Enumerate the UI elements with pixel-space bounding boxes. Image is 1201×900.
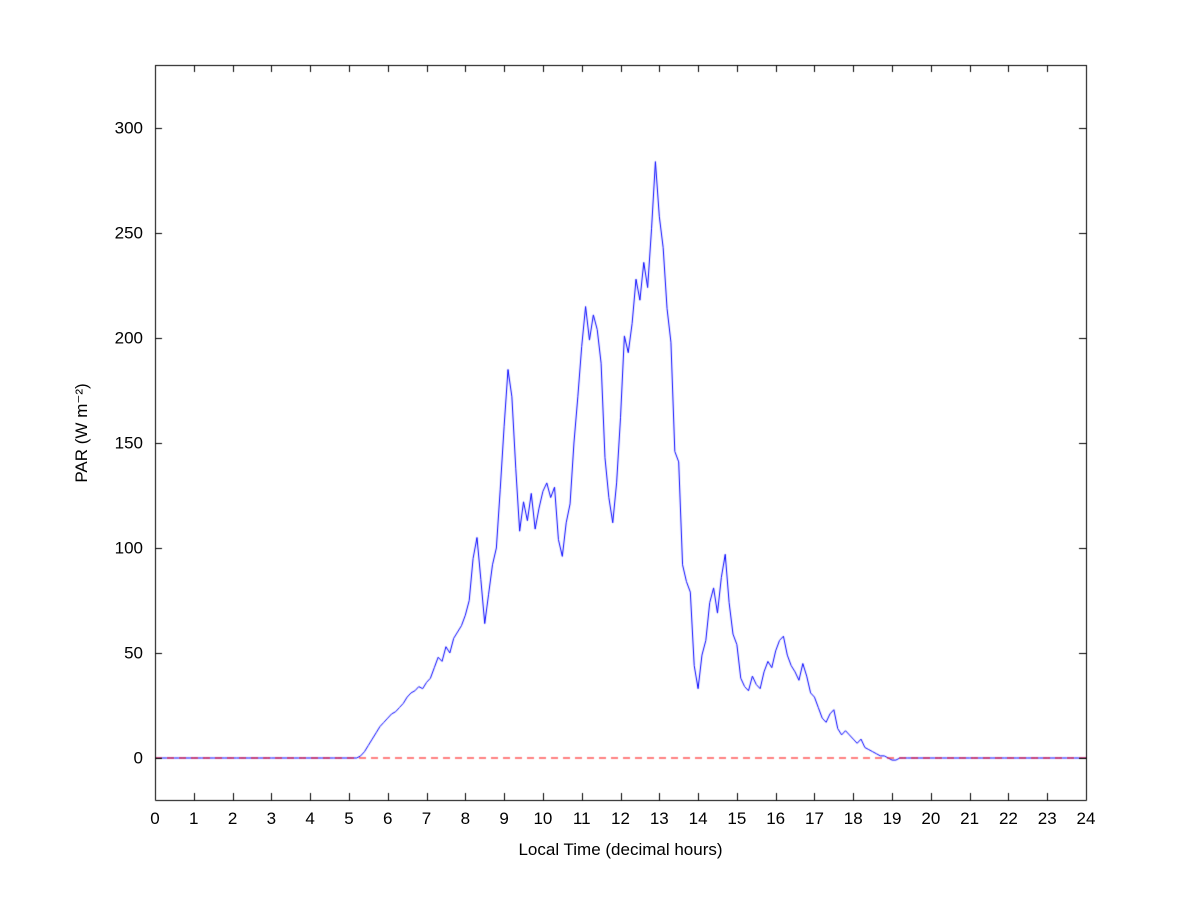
y-tick-label: 100 [114,538,143,558]
y-tick-label: 250 [114,223,143,243]
x-tick-label: 16 [766,809,786,828]
x-tick-label: 19 [882,809,902,828]
x-tick-label: 13 [649,809,669,828]
x-tick-label: 8 [460,809,471,828]
y-tick-label: 300 [114,118,143,138]
x-tick-label: 14 [688,809,708,828]
y-tick-label: 200 [114,328,143,348]
x-tick-label: 4 [305,809,315,828]
x-tick-label: 11 [572,809,591,828]
x-tick-label: 20 [921,809,941,828]
y-axis-label: PAR (W m⁻²) [72,382,91,483]
x-tick-label: 5 [344,809,354,828]
x-tick-label: 12 [611,809,630,828]
x-tick-label: 21 [960,809,980,828]
x-tick-label: 22 [998,809,1018,828]
x-tick-label: 0 [150,809,160,828]
y-tick-label: 50 [124,643,143,663]
x-tick-label: 17 [804,809,824,828]
x-tick-label: 10 [533,809,553,828]
x-tick-label: 6 [383,809,393,828]
y-tick-label: 150 [114,433,143,453]
y-tick-label: 0 [133,748,143,768]
x-tick-label: 9 [499,809,509,828]
x-tick-label: 1 [189,809,199,828]
x-tick-label: 3 [266,809,277,828]
x-axis-label: Local Time (decimal hours) [518,840,723,859]
x-tick-label: 7 [421,809,432,828]
x-tick-label: 24 [1076,809,1096,828]
x-tick-label: 23 [1037,809,1057,828]
x-tick-label: 15 [727,809,747,828]
x-tick-label: 2 [227,809,238,828]
x-tick-label: 18 [843,809,863,828]
